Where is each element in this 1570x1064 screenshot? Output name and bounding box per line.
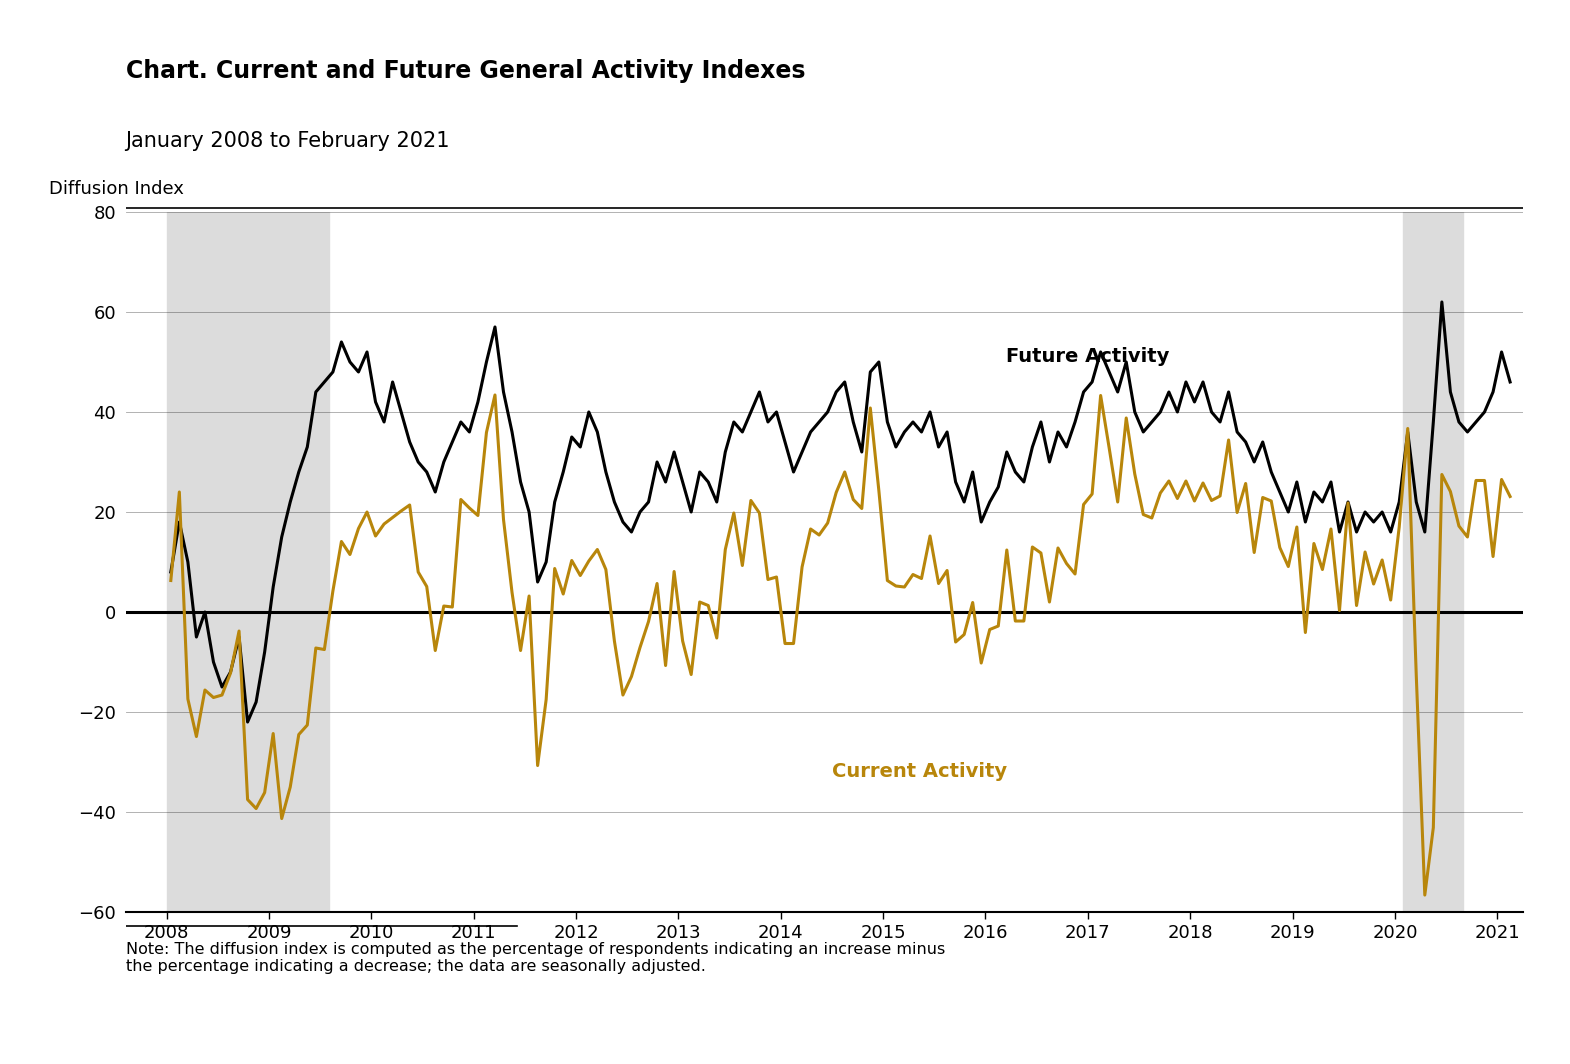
Text: Future Activity: Future Activity [1006,347,1170,366]
Text: Note: The diffusion index is computed as the percentage of respondents indicatin: Note: The diffusion index is computed as… [126,942,945,975]
Bar [1404,212,1463,912]
Text: January 2008 to February 2021: January 2008 to February 2021 [126,131,451,151]
Text: Current Activity: Current Activity [832,762,1006,781]
Text: Chart. Current and Future General Activity Indexes: Chart. Current and Future General Activi… [126,59,805,83]
Bar [166,212,328,912]
Text: Diffusion Index: Diffusion Index [49,180,184,198]
